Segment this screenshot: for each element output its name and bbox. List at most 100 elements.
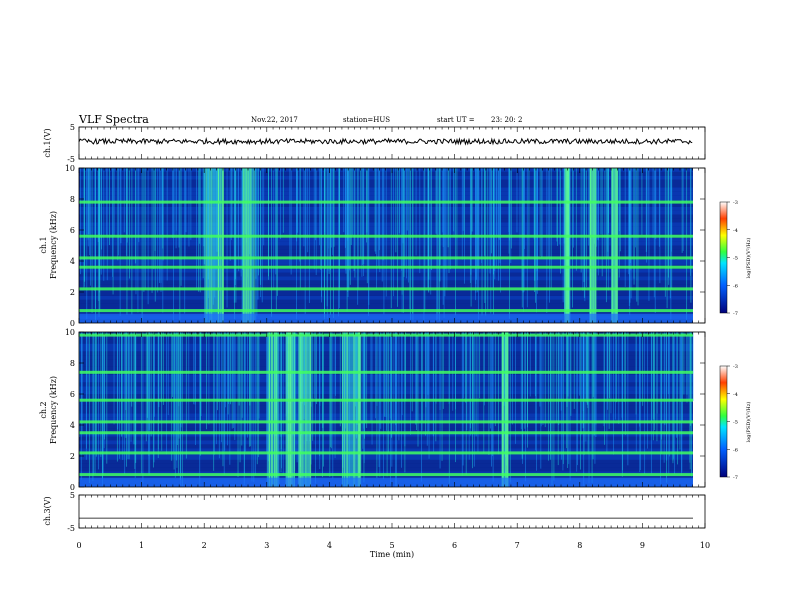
sferic-spike xyxy=(546,168,548,313)
sferic-spike xyxy=(469,168,471,284)
sferic-spike xyxy=(541,168,543,257)
sferic-spike xyxy=(173,332,174,452)
sferic-spike xyxy=(679,332,681,450)
sferic-spike xyxy=(123,168,125,233)
sferic-spike xyxy=(181,332,183,487)
sferic-spike xyxy=(150,332,152,437)
sferic-spike xyxy=(559,332,561,400)
sferic-spike xyxy=(550,168,552,288)
colorbar-tick-label: -4 xyxy=(733,392,738,398)
sferic-spike xyxy=(688,332,690,400)
colorbar-ticks: -3 -4 -5 -6 -7 -3 -4 -5 -6 -7 xyxy=(727,200,738,481)
sferic-spike xyxy=(477,332,479,452)
sferic-spike xyxy=(557,332,559,466)
sferic-spike xyxy=(603,332,605,427)
sferic-spike xyxy=(330,332,331,448)
sferic-spike xyxy=(157,332,159,458)
sferic-spike xyxy=(346,168,348,312)
burst-line xyxy=(300,332,302,487)
sferic-spike xyxy=(231,332,233,400)
sferic-spike xyxy=(604,168,606,257)
sferic-spike xyxy=(618,332,620,425)
sferic-spike xyxy=(591,332,593,483)
y-tick-label: 10 xyxy=(65,164,75,173)
sferic-spike xyxy=(127,332,129,460)
burst-line xyxy=(222,168,224,323)
sferic-spike xyxy=(315,332,316,484)
sferic-spike xyxy=(371,332,373,445)
sferic-spike xyxy=(676,332,677,438)
sferic-spike xyxy=(393,332,395,433)
sferic-spike xyxy=(475,168,477,293)
sferic-spike xyxy=(689,332,691,463)
colorbar-ch2-gradient xyxy=(719,365,728,478)
sferic-spike xyxy=(536,168,537,313)
sferic-spike xyxy=(583,332,585,401)
sferic-spike xyxy=(94,332,96,475)
burst-line xyxy=(250,168,252,323)
sferic-spike xyxy=(516,168,518,233)
sferic-spike xyxy=(338,168,339,317)
sferic-spike xyxy=(681,168,683,253)
sferic-spike xyxy=(556,168,558,242)
sferic-spike xyxy=(361,168,363,277)
y-tick-label: 8 xyxy=(70,359,75,368)
sferic-spike xyxy=(383,168,385,315)
sferic-spike xyxy=(558,332,560,426)
frequency-stripe xyxy=(79,444,693,449)
sferic-spike xyxy=(330,168,332,248)
sferic-spike xyxy=(624,332,626,402)
sferic-spike xyxy=(151,168,153,293)
burst-line xyxy=(275,332,277,487)
burst-line xyxy=(503,332,505,487)
sferic-spike xyxy=(315,168,316,241)
sferic-spike xyxy=(125,332,127,438)
strong-band xyxy=(79,370,693,374)
y-tick-label: 0 xyxy=(70,319,75,328)
sferic-spike xyxy=(415,332,416,425)
burst-line xyxy=(253,168,255,323)
sferic-spike xyxy=(493,168,495,315)
burst-line xyxy=(309,332,311,487)
burst-line xyxy=(616,168,618,323)
sferic-spike xyxy=(184,168,186,259)
sferic-spike xyxy=(91,168,93,313)
x-tick-label: 5 xyxy=(389,541,394,550)
sferic-spike xyxy=(179,168,181,322)
sferic-spike xyxy=(682,168,684,251)
frequency-stripe xyxy=(79,459,693,464)
burst-line xyxy=(247,168,249,323)
sferic-spike xyxy=(421,332,423,431)
sferic-spike xyxy=(654,332,655,431)
sferic-spike xyxy=(537,168,538,281)
burst-line xyxy=(502,332,504,487)
sferic-spike xyxy=(570,332,572,416)
burst-line xyxy=(358,332,360,487)
frequency-stripe xyxy=(79,448,693,453)
sferic-spike xyxy=(245,332,246,452)
colorbar-tick-label: -5 xyxy=(733,256,738,262)
burst-line xyxy=(595,168,597,323)
burst-line xyxy=(567,168,569,323)
sferic-spike xyxy=(199,332,201,423)
sferic-spike xyxy=(95,168,96,321)
sferic-spike xyxy=(550,332,551,460)
sferic-spike xyxy=(430,168,432,271)
sferic-spike xyxy=(339,332,341,427)
sferic-spike xyxy=(331,332,332,449)
spectrogram-ch2 xyxy=(79,332,694,487)
sferic-spike xyxy=(606,332,608,452)
sferic-spike xyxy=(661,332,663,455)
sferic-spike xyxy=(666,332,668,461)
sferic-spike xyxy=(119,168,121,317)
sferic-spike xyxy=(454,332,456,463)
sferic-spike xyxy=(339,168,340,290)
sferic-spike xyxy=(691,332,692,477)
sferic-spike xyxy=(322,332,324,428)
sferic-spike xyxy=(523,168,524,312)
sferic-spike xyxy=(230,332,232,405)
sferic-spike xyxy=(174,332,176,478)
burst-line xyxy=(299,332,301,487)
sferic-spike xyxy=(319,168,320,246)
sferic-spike xyxy=(585,332,587,403)
